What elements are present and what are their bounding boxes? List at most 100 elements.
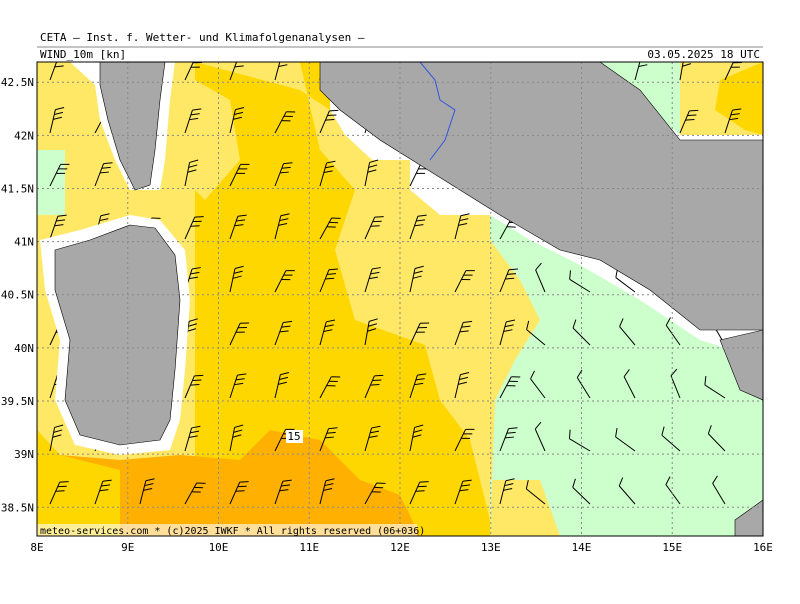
barb-shaft	[454, 429, 466, 452]
barb-flag	[504, 436, 514, 439]
wind-barb	[274, 320, 293, 346]
wind-barb	[525, 480, 546, 505]
barb-shaft	[184, 216, 196, 240]
barb-shaft	[319, 376, 332, 399]
barb-shaft	[229, 164, 241, 187]
barb-flag	[413, 429, 423, 433]
y-tick-label: 39.5N	[1, 395, 34, 408]
wind-barb	[319, 478, 335, 505]
wind-barb	[184, 482, 206, 505]
barb-flag	[370, 225, 380, 227]
barb-shaft	[712, 483, 726, 505]
barb-flag	[461, 437, 471, 439]
barb-shaft	[569, 438, 591, 452]
barb-flag	[572, 478, 576, 488]
wind-barb	[499, 427, 518, 452]
barb-flag	[54, 111, 64, 115]
barb-shaft	[274, 481, 284, 505]
barb-flag	[324, 324, 334, 328]
x-tick-label: 13E	[481, 541, 501, 554]
barb-shaft	[364, 268, 373, 293]
y-tick-label: 40N	[14, 342, 34, 355]
footer: meteo-services.com * (c)2025 IWKF * All …	[40, 526, 425, 537]
barb-shaft	[499, 321, 507, 346]
parameter: WIND_10m [kn]	[40, 48, 126, 61]
wind-barb	[409, 424, 424, 452]
barb-flag	[508, 427, 518, 430]
barb-flag	[328, 268, 338, 271]
barb-shaft	[94, 163, 105, 187]
barb-flag	[661, 426, 665, 436]
barb-shaft	[319, 217, 333, 240]
wind-barb	[724, 108, 742, 134]
wind-barb	[712, 475, 726, 505]
wind-barb	[274, 213, 290, 240]
wind-barb	[409, 265, 424, 293]
barb-shaft	[274, 374, 281, 399]
barb-flag	[526, 320, 530, 330]
barb-shaft	[184, 62, 196, 81]
barb-flag	[99, 218, 109, 222]
barb-flag	[279, 376, 289, 380]
barb-shaft	[184, 162, 191, 187]
wind-barb	[274, 479, 292, 505]
barb-flag	[233, 270, 243, 274]
barb-flag	[55, 490, 65, 492]
barb-flag	[371, 425, 381, 429]
barb-flag	[283, 115, 293, 117]
barb-shaft	[319, 321, 327, 346]
barb-flag	[326, 431, 336, 434]
barb-flag	[236, 219, 246, 222]
barb-flag	[331, 376, 341, 378]
barb-flag	[285, 270, 295, 272]
wind-barb	[454, 428, 475, 452]
barb-flag	[367, 328, 377, 332]
x-tick-label: 11E	[299, 541, 319, 554]
barb-flag	[367, 169, 377, 173]
barb-flag	[414, 424, 424, 428]
barb-flag	[279, 330, 289, 333]
barb-flag	[372, 379, 382, 382]
wind-barb	[229, 265, 244, 293]
contour-label-bg	[286, 430, 303, 443]
barb-shaft	[535, 269, 546, 293]
barb-flag	[326, 319, 336, 323]
barb-flag	[712, 475, 718, 484]
barb-flag	[234, 224, 244, 227]
barb-flag	[286, 111, 296, 113]
wind-barb	[184, 62, 202, 81]
barb-flag	[235, 107, 245, 111]
barb-flag	[235, 331, 245, 333]
barb-shaft	[724, 62, 736, 81]
wind-barb	[364, 159, 379, 187]
wind-barb	[364, 318, 378, 346]
barb-flag	[665, 317, 671, 326]
barb-shaft	[499, 269, 510, 293]
barb-flag	[238, 168, 248, 170]
barb-flag	[237, 485, 247, 488]
barb-flag	[460, 372, 470, 376]
barb-flag	[188, 435, 198, 439]
barb-flag	[191, 425, 201, 429]
barb-flag	[189, 318, 198, 322]
barb-shaft	[707, 433, 726, 452]
barb-shaft	[454, 215, 462, 240]
barb-flag	[58, 168, 68, 170]
barb-flag	[598, 54, 607, 60]
barb-flag	[280, 372, 290, 376]
shade-green	[490, 215, 763, 536]
barb-shaft	[499, 376, 512, 399]
wind-barb	[319, 160, 336, 187]
barb-flag	[506, 431, 516, 434]
header-title: CETA — Inst. f. Wetter- und Klimafolgena…	[40, 31, 365, 44]
barb-flag	[55, 107, 65, 111]
barb-shaft	[319, 428, 330, 452]
barb-shaft	[274, 322, 284, 346]
barb-shaft	[665, 325, 681, 346]
barb-shaft	[184, 427, 193, 452]
barb-flag	[283, 274, 293, 276]
barb-flag	[60, 163, 70, 165]
wind-barb	[229, 322, 250, 346]
barb-flag	[568, 429, 571, 439]
wind-barb	[364, 267, 381, 293]
